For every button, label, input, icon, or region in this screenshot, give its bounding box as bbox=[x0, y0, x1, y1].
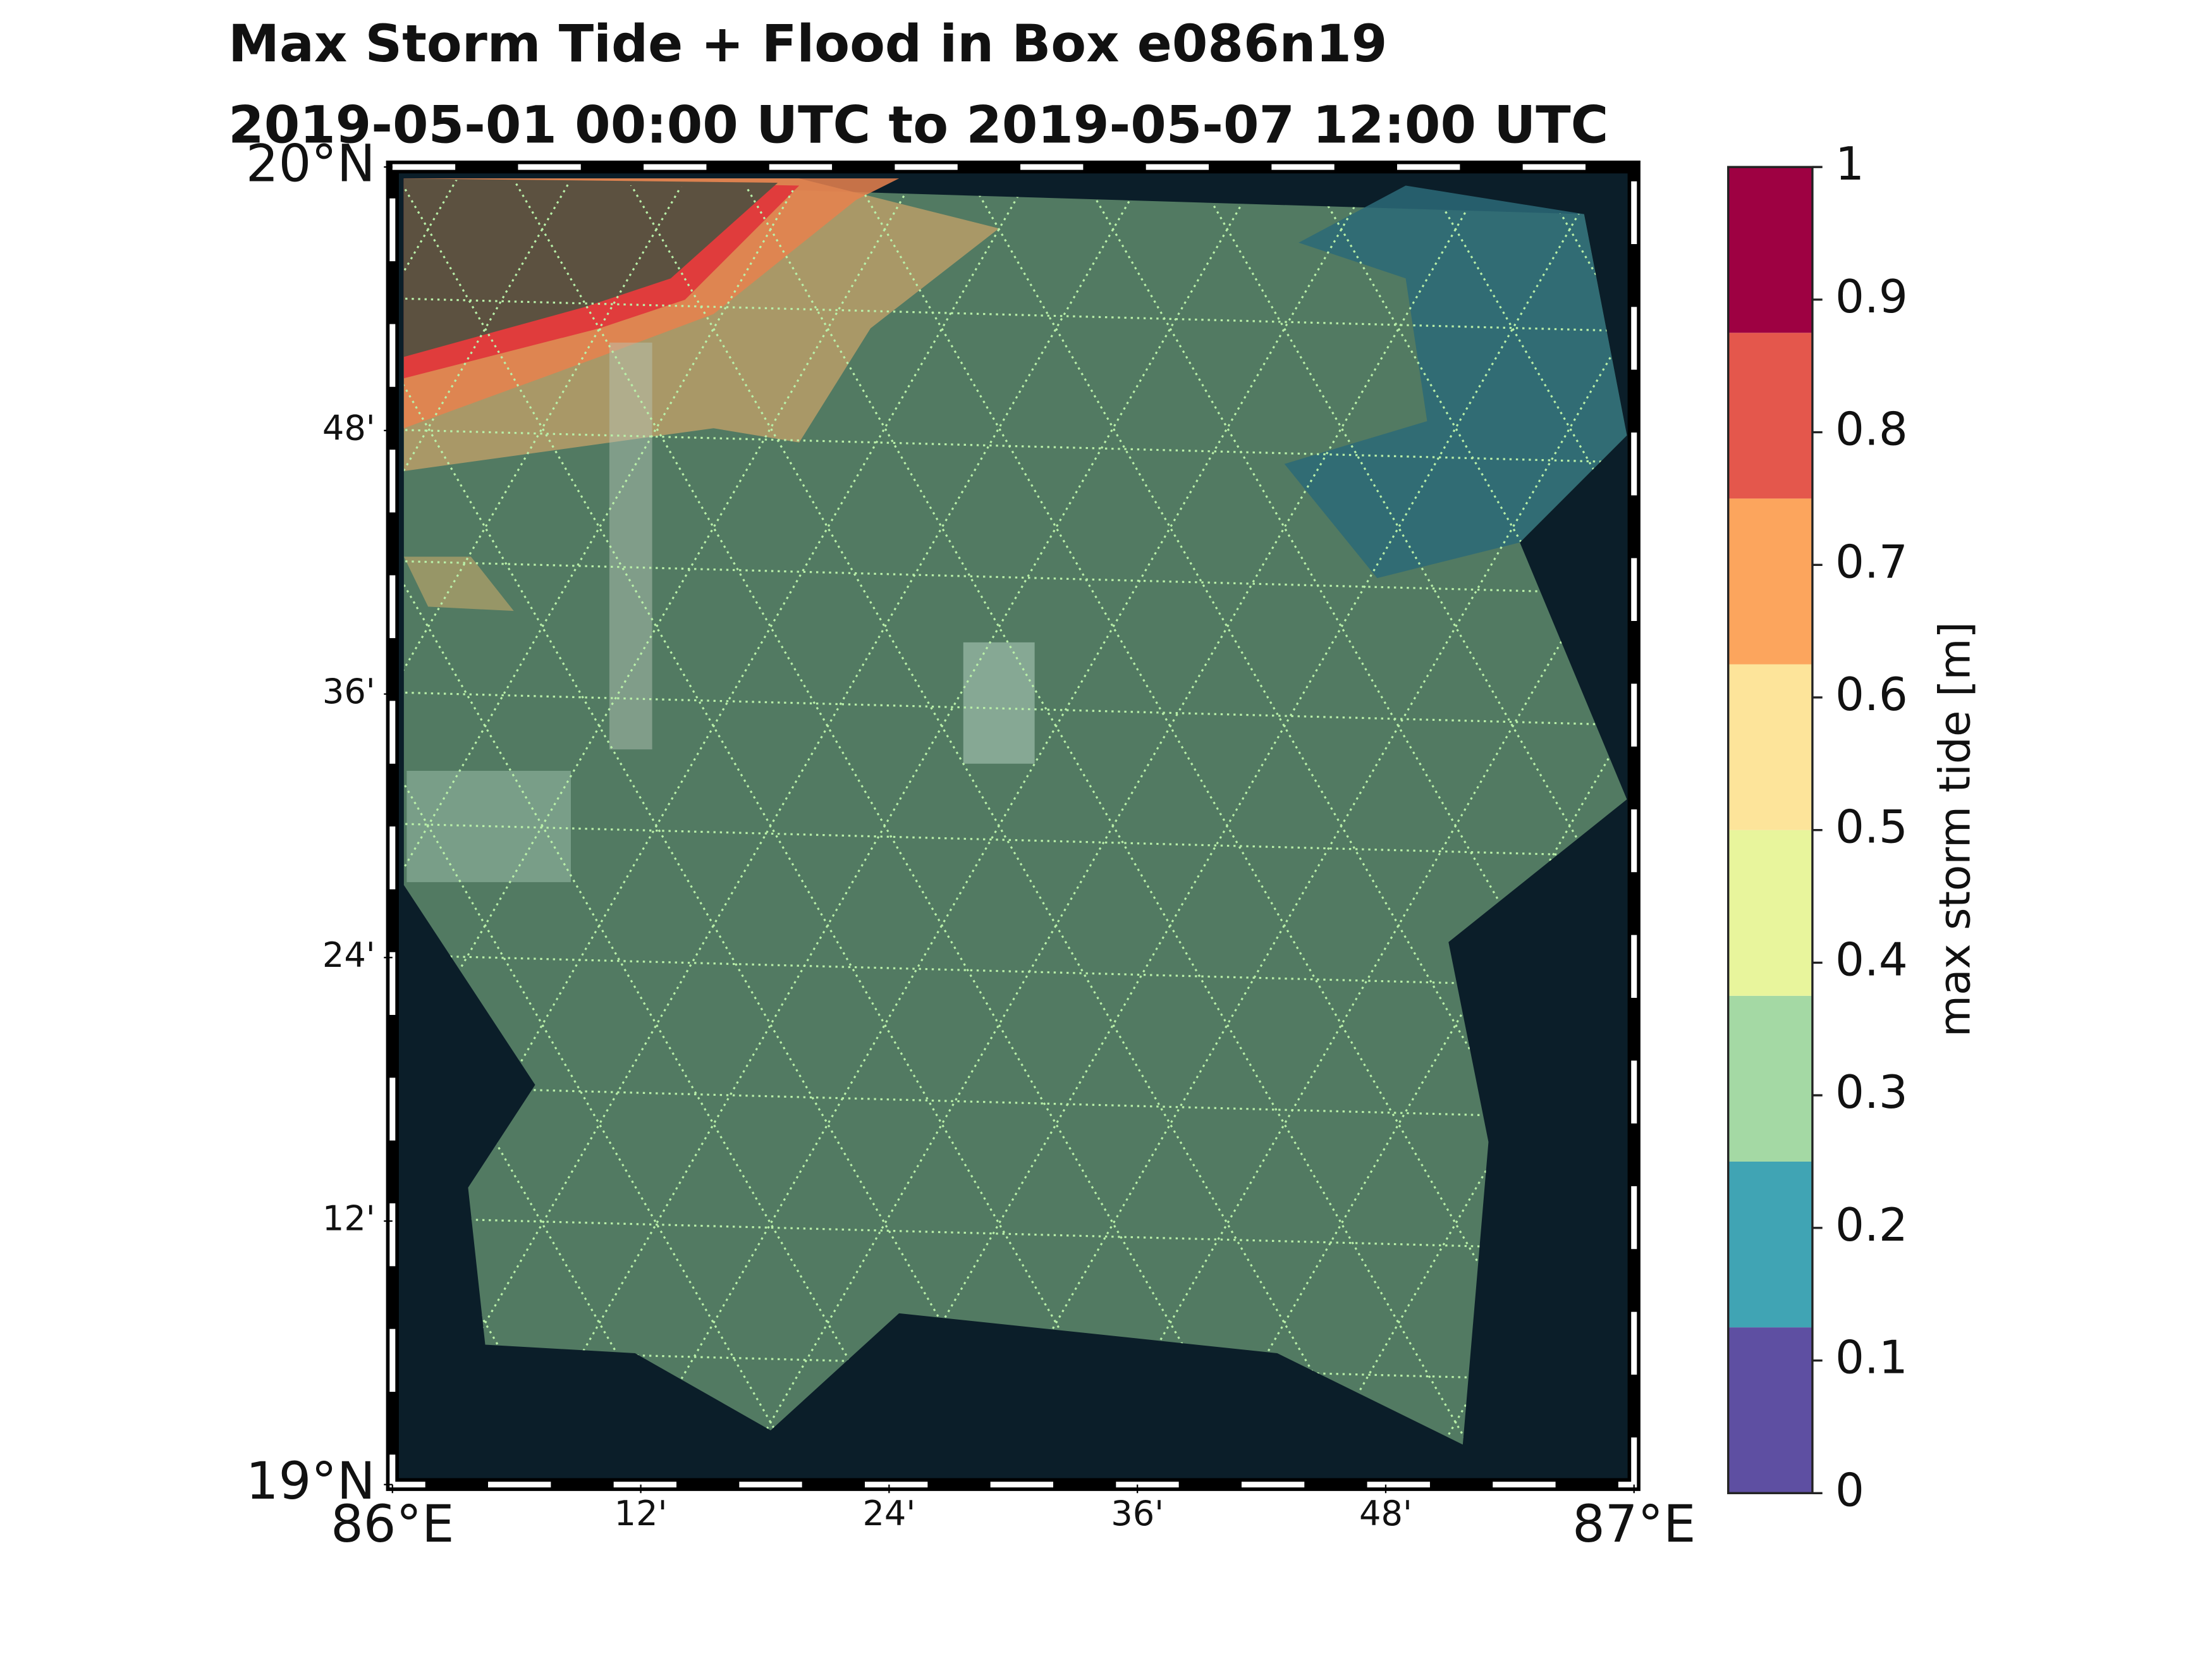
colorbar-tick-label: 0.2 bbox=[1835, 1199, 1908, 1252]
mesh-line bbox=[0, 167, 350, 1485]
mesh-line bbox=[506, 178, 1264, 1445]
colorbar-bin bbox=[1728, 167, 1812, 333]
colorbar-tick-label: 0.1 bbox=[1835, 1332, 1908, 1385]
mesh-line bbox=[1877, 167, 2212, 1485]
mesh-line bbox=[1877, 167, 2212, 1485]
mesh-line bbox=[962, 178, 1627, 1445]
mesh-line bbox=[0, 167, 121, 1485]
mesh-line bbox=[403, 954, 1627, 989]
title: Max Storm Tide + Flood in Box e086n19 bbox=[228, 15, 1387, 74]
mesh-line bbox=[403, 178, 922, 1445]
mesh-line bbox=[0, 167, 7, 1485]
colorbar-tick-label: 0.8 bbox=[1835, 403, 1908, 457]
x-tick-label: 48' bbox=[1359, 1494, 1412, 1533]
colorbar-tick-label: 0 bbox=[1835, 1464, 1864, 1517]
colorbar-bin bbox=[1728, 995, 1812, 1162]
mesh-line bbox=[403, 1085, 1627, 1121]
mesh-line bbox=[848, 178, 1606, 1445]
colorbar-bin bbox=[1728, 333, 1812, 499]
colorbar-bin bbox=[1728, 1161, 1812, 1328]
colorbar-bin bbox=[1728, 1327, 1812, 1494]
x-tick-label: 87°E bbox=[1572, 1495, 1696, 1554]
y-tick-label: 24' bbox=[322, 935, 376, 975]
mesh-line bbox=[393, 1612, 1634, 1645]
colorbar-bin bbox=[1728, 498, 1812, 665]
mesh-line bbox=[1763, 167, 2212, 1485]
x-tick-label: 12' bbox=[614, 1494, 668, 1533]
colorbar-tick-label: 1 bbox=[1835, 138, 1864, 191]
mesh-line bbox=[403, 1217, 1627, 1252]
colorbar-bin bbox=[1728, 664, 1812, 830]
mesh-line bbox=[403, 178, 694, 1445]
mesh-line bbox=[403, 178, 579, 1445]
mesh-line bbox=[403, 691, 1627, 727]
colorbar-tick-label: 0.3 bbox=[1835, 1066, 1908, 1119]
colorbar-label: max storm tide [m] bbox=[1930, 622, 1980, 1037]
colorbar-tick-label: 0.4 bbox=[1835, 933, 1908, 986]
mesh-line bbox=[734, 178, 1493, 1445]
subtitle: 2019-05-01 00:00 UTC to 2019-05-07 12:00… bbox=[228, 96, 1608, 156]
colorbar-tick-label: 0.7 bbox=[1835, 536, 1908, 589]
land bbox=[403, 178, 778, 357]
mesh-line bbox=[403, 178, 1150, 1445]
colorbar-bin bbox=[1728, 830, 1812, 996]
mesh-line bbox=[1763, 167, 2212, 1485]
x-tick-label: 24' bbox=[862, 1494, 915, 1533]
cloud-strip bbox=[609, 342, 652, 750]
colorbar-tick-label: 0.9 bbox=[1835, 271, 1908, 324]
mesh-line bbox=[620, 178, 1378, 1445]
mesh-line bbox=[0, 167, 235, 1485]
colorbar-tick-label: 0.5 bbox=[1835, 801, 1908, 854]
cloud-patch bbox=[963, 642, 1035, 764]
y-tick-label: 48' bbox=[322, 408, 376, 448]
x-tick-label: 86°E bbox=[331, 1495, 454, 1554]
y-tick-label: 12' bbox=[322, 1199, 376, 1239]
mesh-line bbox=[0, 167, 235, 1485]
mesh-line bbox=[1076, 178, 1627, 1445]
y-tick-label: 36' bbox=[322, 672, 376, 711]
mesh-line bbox=[1190, 178, 1627, 1445]
mesh-line bbox=[0, 167, 350, 1485]
mesh-line bbox=[0, 167, 121, 1485]
mesh-line bbox=[403, 178, 694, 1445]
mesh-line bbox=[403, 560, 1627, 595]
y-tick-label: 20°N bbox=[246, 135, 376, 194]
x-tick-label: 36' bbox=[1111, 1494, 1164, 1533]
mesh-line bbox=[403, 297, 1627, 333]
colorbar-tick-label: 0.6 bbox=[1835, 668, 1908, 722]
mesh-line bbox=[403, 178, 1036, 1445]
mesh-line bbox=[403, 428, 1627, 464]
mesh-line bbox=[403, 178, 807, 1445]
mesh-line bbox=[403, 822, 1627, 858]
coastal-patch bbox=[403, 556, 514, 611]
mesh-line bbox=[0, 167, 7, 1485]
colorbar: 0 0.1 0.2 0.3 0.4 0.5 0.6 0.7 0.8 0.9 1 bbox=[1727, 138, 1908, 1517]
map-frame-stripes bbox=[389, 164, 1637, 1488]
low-tide-area bbox=[1284, 185, 1627, 579]
y-tick-label: 19°N bbox=[246, 1452, 376, 1511]
